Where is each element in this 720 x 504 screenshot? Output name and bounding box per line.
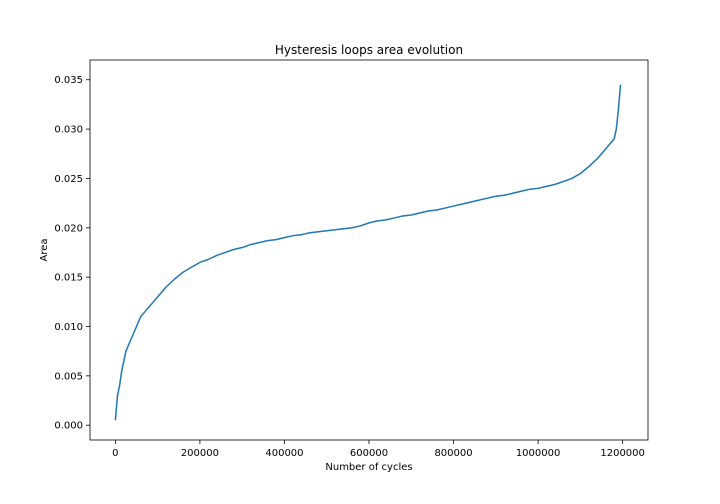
x-axis: 0 200000 400000 600000 800000 1000000 1200000 <box>112 440 645 459</box>
x-tick-label: 0 <box>112 448 118 459</box>
plot-area <box>114 84 622 421</box>
y-tick-label: 0.025 <box>54 174 83 185</box>
y-tick-label: 0.005 <box>54 371 83 382</box>
y-tick-label: 0.030 <box>54 125 83 136</box>
y-axis-label: Area <box>39 238 50 261</box>
y-tick-label: 0.010 <box>54 322 83 333</box>
y-tick-label: 0.020 <box>54 223 83 234</box>
y-axis: 0.000 0.005 0.010 0.015 0.020 0.025 0.030 0.035 <box>54 75 90 432</box>
series-line-0 <box>114 84 622 421</box>
x-tick-label: 400000 <box>265 448 303 459</box>
x-tick-label: 1000000 <box>516 448 561 459</box>
y-tick-label: 0.015 <box>54 273 83 284</box>
x-axis-label: Number of cycles <box>325 462 412 473</box>
y-tick-label: 0.000 <box>54 421 83 432</box>
x-tick-label: 600000 <box>350 448 388 459</box>
y-tick-label: 0.035 <box>54 75 83 86</box>
chart-title: Hysteresis loops area evolution <box>275 43 463 57</box>
x-tick-label: 200000 <box>181 448 219 459</box>
x-tick-label: 800000 <box>434 448 472 459</box>
plot-frame <box>89 59 649 441</box>
x-tick-label: 1200000 <box>600 448 645 459</box>
